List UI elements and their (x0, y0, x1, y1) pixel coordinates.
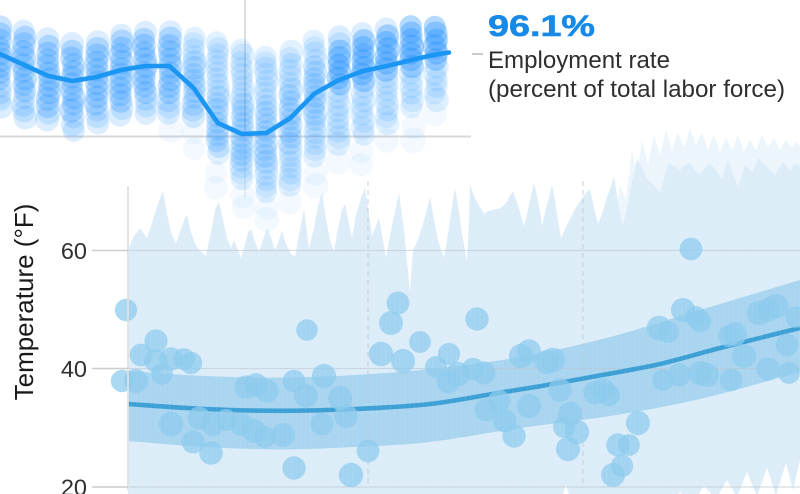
svg-text:Temperature (°F): Temperature (°F) (9, 204, 39, 401)
svg-text:60: 60 (61, 238, 87, 264)
svg-text:96.1%: 96.1% (488, 10, 595, 43)
svg-text:40: 40 (61, 356, 87, 382)
svg-text:(percent of total labor force): (percent of total labor force) (488, 76, 785, 103)
svg-text:20: 20 (61, 474, 87, 494)
svg-text:Employment rate: Employment rate (488, 47, 670, 74)
